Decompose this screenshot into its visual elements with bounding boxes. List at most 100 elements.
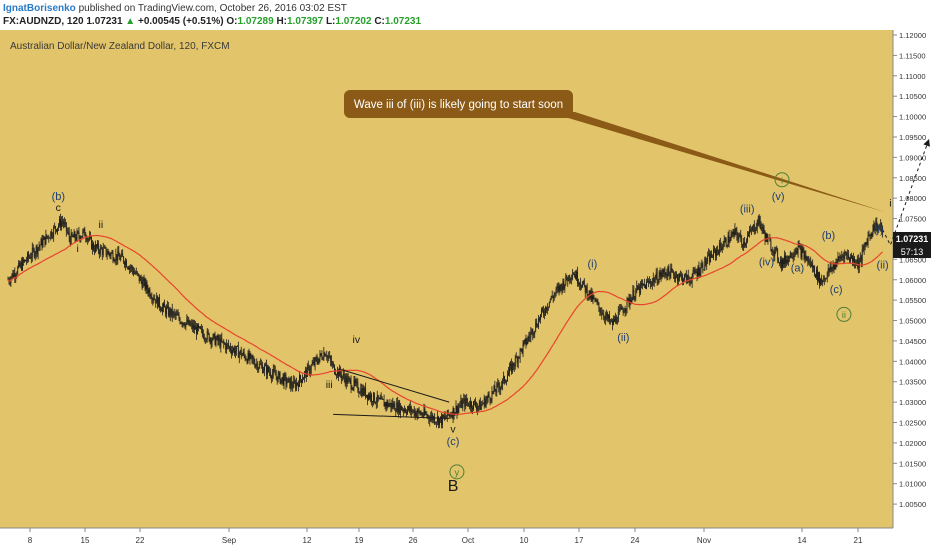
time-axis[interactable] [0,528,932,550]
candle-body [831,267,833,271]
candle-body [588,290,590,297]
candle-body [555,288,557,294]
candle-body [513,365,515,367]
candle-body [49,238,51,239]
candle-body [618,308,620,312]
candle-body [476,407,478,410]
candle-body [676,274,677,277]
candle-body [558,286,560,291]
candle-body [481,404,483,405]
y-tick-label: 1.10500 [899,92,926,101]
candle-body [551,295,553,298]
candle-body [820,279,822,283]
candle-body [387,401,389,407]
callout-box[interactable]: Wave iii of (iii) is likely going to sta… [344,90,887,213]
candle-body [775,248,777,249]
candle-body [787,256,789,263]
wave-label-B-big: B [448,478,459,495]
candle-body [384,402,386,407]
candle-body [804,255,806,259]
candle-body [405,409,406,413]
candle-body [529,336,531,338]
candle-body [541,309,542,315]
candle-body [706,261,708,265]
candle-body [333,364,334,365]
candle-body [546,308,548,311]
candle-body [669,272,671,279]
candle-body [247,352,249,363]
candle-body [148,289,150,294]
candle-body [67,232,69,233]
candle-body [388,404,390,407]
candle-body [469,405,471,408]
candle-body [579,283,580,285]
open-label: O: [226,16,238,27]
author-link[interactable]: IgnatBorisenko [3,3,76,14]
candle-body [129,267,130,270]
candle-body [212,334,214,340]
candle-body [22,259,23,270]
candle-body [198,324,199,328]
candle-body [788,256,790,259]
candle-body [293,380,295,388]
candle-body [208,333,210,342]
candle-body [754,230,756,232]
candle-body [338,368,340,377]
candle-body [62,221,64,225]
candle-body [342,373,344,377]
candle-body [350,379,352,389]
candle-body [199,326,200,328]
candle-body [685,273,687,283]
candle-body [581,283,583,288]
candle-body [535,322,537,331]
candle-body [236,346,238,347]
y-tick-label: 1.12000 [899,31,926,40]
candle-body [159,297,161,308]
y-tick-label: 1.05500 [899,296,926,305]
candle-body [305,369,307,377]
candle-body [497,383,499,385]
candle-body [96,244,97,248]
candle-body [592,296,594,301]
candle-body [711,253,712,258]
candle-body [43,236,45,240]
candle-body [146,282,148,290]
candle-body [78,232,80,237]
candle-body [722,246,724,248]
candle-body [290,380,292,388]
candle-body [567,279,569,282]
wave-label-c-top: c [56,202,61,214]
candle-body [250,353,252,356]
candle-body [854,257,855,265]
candle-body [835,263,837,267]
candle-body [93,243,94,250]
candle-body [441,414,443,425]
x-tick-label: Sep [222,536,237,545]
candle-body [112,252,114,261]
candle-body [878,226,880,227]
candle-body [118,251,120,257]
candle-body [455,405,457,413]
candle-body [256,363,258,365]
candle-body [600,312,602,314]
candle-body [346,376,348,384]
candle-body [539,318,540,320]
candle-body [827,268,829,274]
candle-body [151,297,153,301]
candle-body [407,406,409,410]
candle-body [193,324,195,329]
price-chart[interactable]: 1.12000 1.11500 1.11000 1.10500 1.10000 1.095… [0,30,932,550]
candle-body [309,370,311,374]
candle-body [770,241,772,251]
candle-body [215,339,217,345]
candle-body [240,350,242,357]
candle-body [231,350,232,354]
candle-body [740,234,742,239]
candle-body [15,275,17,278]
wave-label-v-paren-top: (v) [772,191,785,203]
candle-body [512,362,514,367]
candle-body [559,284,561,291]
candle-body [154,299,156,300]
candle-body [482,403,484,405]
price-axis[interactable] [893,30,932,528]
